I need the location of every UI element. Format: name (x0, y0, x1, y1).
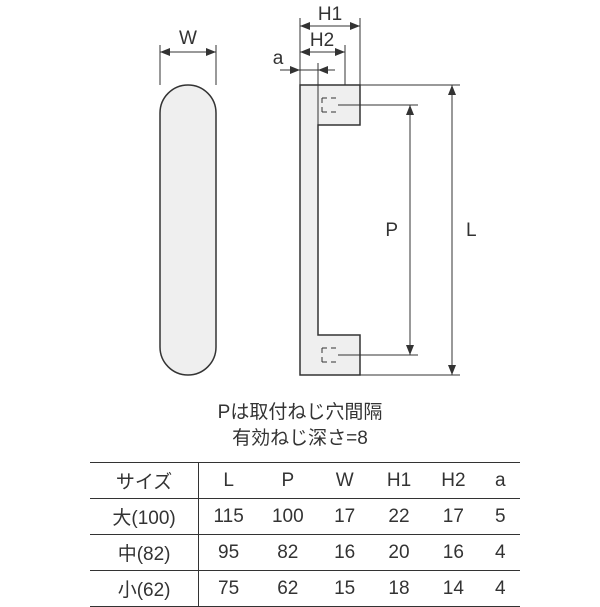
spec-table: サイズLPWH1H2a大(100)1151001722175中(82)95821… (90, 462, 520, 607)
note-line-1: Pは取付ねじ穴間隔 (0, 400, 600, 426)
table-cell: 16 (426, 535, 480, 571)
front-view-shape (160, 85, 216, 375)
label-w: W (179, 28, 197, 49)
page: { "colors": { "stroke": "#333333", "fill… (0, 0, 600, 600)
table-header-cell: H1 (372, 463, 426, 499)
table-row: 大(100)1151001722175 (90, 499, 520, 535)
table-cell: 中(82) (90, 535, 199, 571)
table-row: 中(82)95821620164 (90, 535, 520, 571)
table-row: 小(62)75621518144 (90, 571, 520, 607)
table-cell: 17 (318, 499, 372, 535)
technical-diagram: W H1 H2 a L P (0, 0, 600, 400)
table-cell: 4 (481, 571, 520, 607)
table-header-cell: W (318, 463, 372, 499)
note-block: Pは取付ねじ穴間隔 有効ねじ深さ=8 (0, 400, 600, 451)
table-cell: 大(100) (90, 499, 199, 535)
label-h2: H2 (310, 30, 334, 51)
table-cell: 16 (318, 535, 372, 571)
table-cell: 小(62) (90, 571, 199, 607)
table-header-cell: サイズ (90, 463, 199, 499)
table-cell: 18 (372, 571, 426, 607)
table-cell: 115 (199, 499, 258, 535)
table-header-cell: a (481, 463, 520, 499)
table-cell: 20 (372, 535, 426, 571)
table-cell: 4 (481, 535, 520, 571)
table-cell: 22 (372, 499, 426, 535)
label-p: P (385, 220, 398, 241)
side-view-shape (300, 85, 360, 375)
table-cell: 75 (199, 571, 258, 607)
table-header-cell: P (258, 463, 317, 499)
table-cell: 17 (426, 499, 480, 535)
table-cell: 15 (318, 571, 372, 607)
table-cell: 62 (258, 571, 317, 607)
table-cell: 100 (258, 499, 317, 535)
table-cell: 82 (258, 535, 317, 571)
label-a: a (273, 48, 284, 69)
label-h1: H1 (318, 4, 342, 25)
label-l: L (466, 220, 477, 241)
note-line-2: 有効ねじ深さ=8 (0, 426, 600, 452)
table-cell: 14 (426, 571, 480, 607)
table-header-cell: L (199, 463, 258, 499)
table-header-row: サイズLPWH1H2a (90, 463, 520, 499)
table-cell: 5 (481, 499, 520, 535)
table-header-cell: H2 (426, 463, 480, 499)
table-cell: 95 (199, 535, 258, 571)
